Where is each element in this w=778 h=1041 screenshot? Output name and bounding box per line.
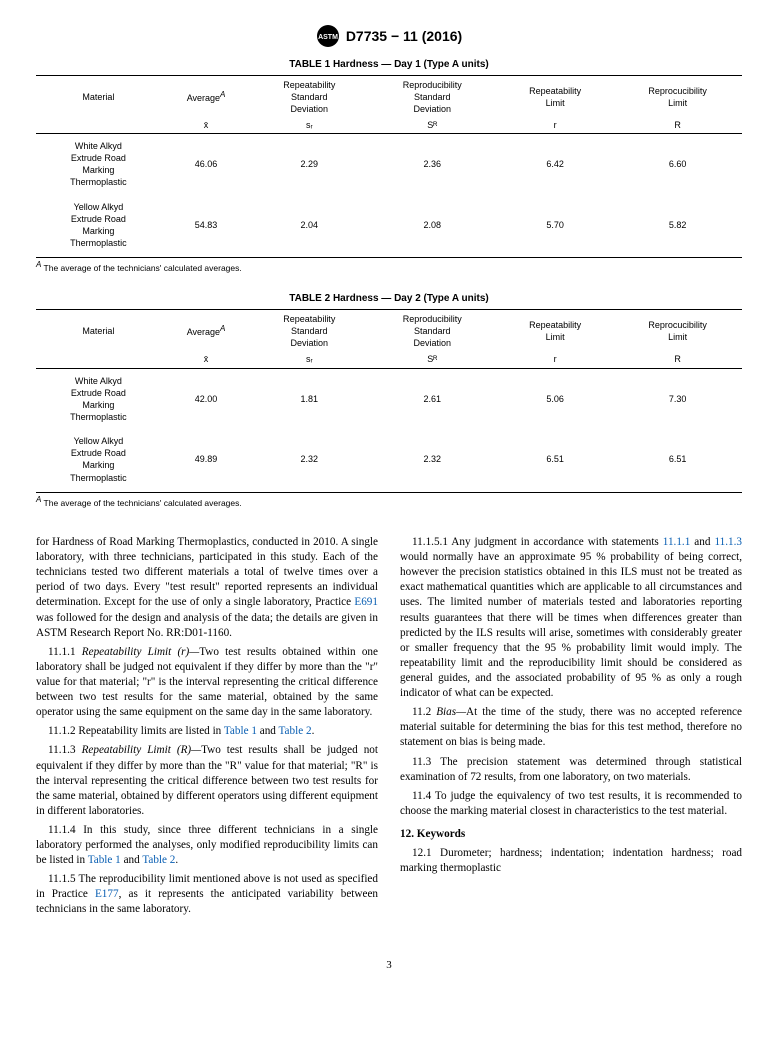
cell-material: White AlkydExtrude RoadMarkingThermoplas… — [36, 368, 161, 429]
cell-SR: 2.61 — [367, 368, 497, 429]
table-row: White AlkydExtrude RoadMarkingThermoplas… — [36, 134, 742, 195]
th-material: Material — [36, 309, 161, 351]
astm-logo-icon: ASTM — [316, 24, 340, 48]
th-rep-limit: RepeatabilityLimit — [497, 75, 613, 117]
cell-SR: 2.32 — [367, 429, 497, 492]
link-table2[interactable]: Table 2 — [279, 725, 312, 737]
cell-sr: 1.81 — [251, 368, 367, 429]
section-12-head: 12. Keywords — [400, 827, 742, 842]
table2: Material AverageA RepeatabilityStandardD… — [36, 309, 742, 493]
cell-material: White AlkydExtrude RoadMarkingThermoplas… — [36, 134, 161, 195]
table-row: White AlkydExtrude RoadMarkingThermoplas… — [36, 368, 742, 429]
th-repro-limit: ReprocucibilityLimit — [613, 75, 742, 117]
cell-SR: 2.36 — [367, 134, 497, 195]
para-11-1-1: 11.1.1 Repeatability Limit (r)—Two test … — [36, 645, 378, 721]
sym-blank — [36, 351, 161, 368]
para-11-3: 11.3 The precision statement was determi… — [400, 755, 742, 785]
para-11-1-5-1: 11.1.5.1 Any judgment in accordance with… — [400, 535, 742, 701]
cell-avg: 54.83 — [161, 195, 251, 258]
th-repro-sd: ReproducibilityStandardDeviation — [367, 309, 497, 351]
link-table1[interactable]: Table 1 — [224, 725, 257, 737]
cell-material: Yellow AlkydExtrude RoadMarkingThermopla… — [36, 195, 161, 258]
sym-r: r — [497, 351, 613, 368]
doc-header: ASTM D7735 − 11 (2016) — [36, 24, 742, 48]
link-table2[interactable]: Table 2 — [142, 854, 175, 866]
cell-sr: 2.04 — [251, 195, 367, 258]
link-e177[interactable]: E177 — [95, 888, 119, 900]
link-e691[interactable]: E691 — [354, 596, 378, 608]
cell-r: 6.51 — [497, 429, 613, 492]
cell-R: 7.30 — [613, 368, 742, 429]
para-intro: for Hardness of Road Marking Thermoplast… — [36, 535, 378, 641]
sym-R: R — [613, 117, 742, 134]
link-11-1-3[interactable]: 11.1.3 — [714, 536, 742, 548]
cell-r: 6.42 — [497, 134, 613, 195]
sym-sr: sᵣ — [251, 351, 367, 368]
para-11-1-3: 11.1.3 Repeatability Limit (R)—Two test … — [36, 743, 378, 819]
th-material: Material — [36, 75, 161, 117]
table2-footnote: A The average of the technicians' calcul… — [36, 495, 742, 509]
th-rep-sd: RepeatabilityStandardDeviation — [251, 75, 367, 117]
table-row: Yellow AlkydExtrude RoadMarkingThermopla… — [36, 429, 742, 492]
cell-SR: 2.08 — [367, 195, 497, 258]
table1-footnote: A The average of the technicians' calcul… — [36, 260, 742, 274]
svg-text:ASTM: ASTM — [318, 34, 338, 41]
cell-sr: 2.32 — [251, 429, 367, 492]
cell-r: 5.06 — [497, 368, 613, 429]
sym-sr: sᵣ — [251, 117, 367, 134]
cell-avg: 49.89 — [161, 429, 251, 492]
th-rep-limit: RepeatabilityLimit — [497, 309, 613, 351]
table1-title: TABLE 1 Hardness — Day 1 (Type A units) — [36, 58, 742, 72]
th-repro-sd: ReproducibilityStandardDeviation — [367, 75, 497, 117]
para-11-1-2: 11.1.2 Repeatability limits are listed i… — [36, 724, 378, 739]
para-11-4: 11.4 To judge the equivalency of two tes… — [400, 789, 742, 819]
sym-xbar: x̄ — [161, 351, 251, 368]
cell-avg: 46.06 — [161, 134, 251, 195]
table-row: Yellow AlkydExtrude RoadMarkingThermopla… — [36, 195, 742, 258]
link-table1[interactable]: Table 1 — [88, 854, 121, 866]
table2-title: TABLE 2 Hardness — Day 2 (Type A units) — [36, 292, 742, 306]
page-number: 3 — [36, 958, 742, 973]
cell-R: 6.60 — [613, 134, 742, 195]
th-average: AverageA — [161, 75, 251, 117]
cell-material: Yellow AlkydExtrude RoadMarkingThermopla… — [36, 429, 161, 492]
cell-R: 5.82 — [613, 195, 742, 258]
cell-avg: 42.00 — [161, 368, 251, 429]
para-11-1-4: 11.1.4 In this study, since three differ… — [36, 823, 378, 868]
sym-SR: Sᴿ — [367, 351, 497, 368]
th-repro-limit: ReprocucibilityLimit — [613, 309, 742, 351]
body-text: for Hardness of Road Marking Thermoplast… — [36, 535, 742, 918]
para-11-2: 11.2 Bias—At the time of the study, ther… — [400, 705, 742, 750]
sym-SR: Sᴿ — [367, 117, 497, 134]
sym-xbar: x̄ — [161, 117, 251, 134]
sym-blank — [36, 117, 161, 134]
cell-R: 6.51 — [613, 429, 742, 492]
para-11-1-5: 11.1.5 The reproducibility limit mention… — [36, 872, 378, 917]
link-11-1-1[interactable]: 11.1.1 — [663, 536, 691, 548]
th-average: AverageA — [161, 309, 251, 351]
cell-r: 5.70 — [497, 195, 613, 258]
cell-sr: 2.29 — [251, 134, 367, 195]
sym-R: R — [613, 351, 742, 368]
th-rep-sd: RepeatabilityStandardDeviation — [251, 309, 367, 351]
para-12-1: 12.1 Durometer; hardness; indentation; i… — [400, 846, 742, 876]
table1: Material AverageA RepeatabilityStandardD… — [36, 75, 742, 259]
sym-r: r — [497, 117, 613, 134]
doc-id: D7735 − 11 (2016) — [346, 27, 462, 46]
